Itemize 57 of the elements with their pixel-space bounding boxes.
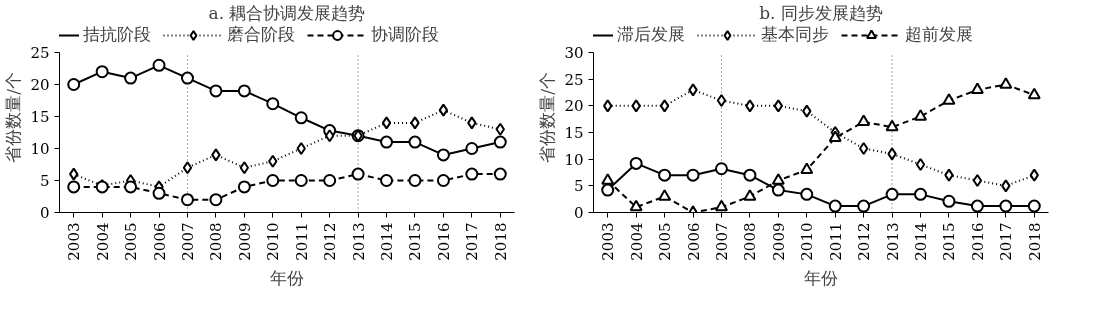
x-tick-label: 2008 (207, 222, 226, 261)
legend-label: 磨合阶段 (227, 23, 295, 46)
x-tick-label: 2004 (93, 222, 112, 261)
x-axis-title: 年份 (270, 267, 304, 288)
x-tick-label: 2005 (656, 222, 675, 261)
y-tick-label: 30 (564, 44, 584, 62)
x-tick-label: 2013 (883, 222, 902, 261)
legend-label: 超前发展 (905, 23, 973, 46)
x-tick-label: 2003 (65, 222, 84, 261)
y-tick-label: 25 (30, 44, 50, 62)
x-tick-label: 2018 (491, 222, 510, 261)
y-tick-label: 20 (564, 97, 584, 116)
legend-label: 协调阶段 (371, 23, 439, 46)
x-tick-label: 2017 (997, 222, 1016, 261)
x-tick-label: 2016 (434, 222, 453, 261)
x-tick-label: 2009 (769, 222, 788, 261)
legend-label: 基本同步 (761, 23, 829, 46)
x-tick-label: 2006 (150, 222, 169, 261)
x-tick-label: 2012 (855, 222, 874, 261)
x-tick-label: 2007 (712, 222, 731, 261)
x-tick-label: 2007 (178, 222, 197, 261)
y-tick-label: 10 (30, 140, 50, 158)
x-tick-label: 2014 (912, 222, 931, 261)
x-tick-label: 2015 (940, 222, 959, 261)
y-tick-label: 5 (39, 172, 50, 190)
x-tick-label: 2003 (599, 222, 618, 261)
y-tick-label: 0 (39, 204, 50, 222)
x-tick-label: 2006 (684, 222, 703, 261)
y-tick-label: 20 (30, 76, 50, 94)
legend-label: 拮抗阶段 (83, 23, 151, 46)
x-tick-label: 2016 (968, 222, 987, 261)
y-tick-label: 10 (564, 150, 584, 169)
x-tick-label: 2017 (463, 222, 482, 261)
chart-title: b. 同步发展趋势 (759, 2, 883, 23)
x-tick-label: 2010 (264, 222, 283, 261)
chart-title: a. 耦合协调发展趋势 (208, 2, 366, 23)
x-tick-label: 2013 (349, 222, 368, 261)
x-tick-label: 2015 (406, 222, 425, 261)
x-tick-label: 2011 (826, 222, 845, 261)
x-tick-label: 2012 (321, 222, 340, 261)
x-tick-label: 2010 (798, 222, 817, 261)
x-tick-label: 2011 (292, 222, 311, 261)
x-tick-label: 2009 (235, 222, 254, 261)
y-tick-label: 15 (30, 108, 50, 126)
legend-label: 滞后发展 (617, 23, 685, 46)
y-tick-label: 25 (564, 70, 584, 89)
x-tick-label: 2014 (378, 222, 397, 261)
x-axis-title: 年份 (804, 267, 838, 288)
y-axis-title: 省份数量/个 (537, 72, 558, 163)
y-axis-title: 省份数量/个 (3, 72, 24, 163)
y-tick-label: 0 (573, 204, 584, 222)
y-tick-label: 15 (564, 124, 584, 142)
x-tick-label: 2005 (122, 222, 141, 261)
x-tick-label: 2004 (627, 222, 646, 261)
x-tick-label: 2008 (741, 222, 760, 261)
x-tick-label: 2018 (1025, 222, 1044, 261)
y-tick-label: 5 (573, 177, 584, 196)
